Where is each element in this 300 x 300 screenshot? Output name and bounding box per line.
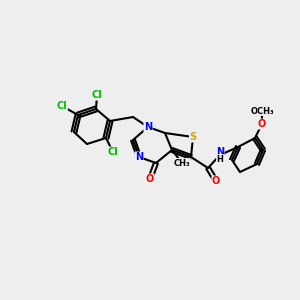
Text: N: N bbox=[135, 152, 143, 162]
Text: N: N bbox=[216, 147, 224, 157]
Text: Cl: Cl bbox=[57, 101, 68, 111]
Text: Cl: Cl bbox=[92, 90, 102, 100]
Text: O: O bbox=[146, 174, 154, 184]
Text: Cl: Cl bbox=[108, 147, 118, 157]
Text: N: N bbox=[144, 122, 152, 132]
Text: CH₃: CH₃ bbox=[174, 158, 190, 167]
Text: H: H bbox=[217, 154, 224, 164]
Text: O: O bbox=[212, 176, 220, 186]
Text: S: S bbox=[189, 132, 197, 142]
Text: OCH₃: OCH₃ bbox=[250, 106, 274, 116]
Text: O: O bbox=[258, 119, 266, 129]
